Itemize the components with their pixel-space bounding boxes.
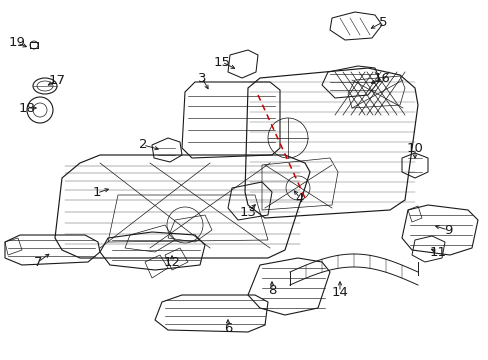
Text: 15: 15 (213, 55, 230, 68)
Text: 12: 12 (163, 256, 180, 269)
Text: 13: 13 (239, 206, 256, 219)
Text: 14: 14 (331, 285, 348, 298)
Text: 17: 17 (48, 73, 65, 86)
Text: 19: 19 (9, 36, 25, 49)
Text: 18: 18 (19, 102, 35, 114)
Text: 11: 11 (428, 246, 446, 258)
Text: 10: 10 (406, 141, 423, 154)
Text: 6: 6 (224, 321, 232, 334)
Text: 2: 2 (139, 139, 147, 152)
Text: 8: 8 (267, 284, 276, 297)
Text: 7: 7 (34, 256, 42, 269)
Text: 3: 3 (197, 72, 206, 85)
Text: 5: 5 (378, 15, 386, 28)
Text: 16: 16 (373, 72, 389, 85)
Text: 4: 4 (295, 192, 304, 204)
Text: 9: 9 (443, 224, 451, 237)
Text: 1: 1 (93, 186, 101, 199)
